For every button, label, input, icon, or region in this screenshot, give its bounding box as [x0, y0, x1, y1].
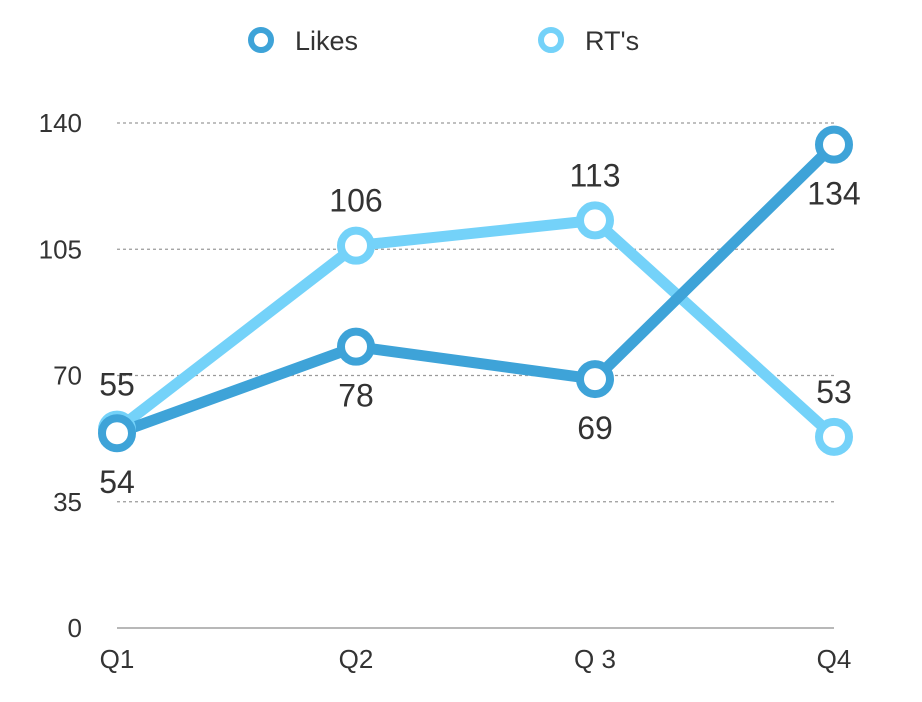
x-tick-label: Q2: [339, 644, 374, 674]
x-tick-label: Q1: [100, 644, 135, 674]
data-label-likes: 69: [577, 410, 613, 446]
data-label-rts: 53: [816, 374, 852, 410]
data-point-rts: [337, 226, 375, 265]
grid: [117, 122, 834, 503]
y-tick-label: 105: [39, 234, 82, 264]
data-point-rts: [815, 417, 853, 456]
data-label-likes: 134: [807, 176, 860, 212]
data-point-likes: [337, 327, 375, 366]
data-point-likes: [98, 414, 136, 453]
legend-label-likes: Likes: [295, 26, 358, 56]
legend-marker-likes: [248, 27, 274, 53]
data-point-rts: [576, 201, 614, 240]
legend: Likes RT's: [248, 26, 639, 56]
legend-marker-rts: [538, 27, 564, 53]
data-label-likes: 78: [338, 378, 374, 414]
y-tick-label: 70: [53, 361, 82, 391]
axes: 0 35 70 105 140 Q1 Q2 Q 3 Q4: [39, 108, 852, 674]
y-tick-label: 0: [68, 613, 82, 643]
data-label-rts: 113: [569, 157, 620, 193]
y-tick-label: 35: [53, 487, 82, 517]
series-line-rts: [111, 214, 840, 443]
data-labels: 54 78 69 134 55 106 113 53: [99, 157, 860, 500]
x-tick-label: Q4: [817, 644, 852, 674]
y-tick-label: 140: [39, 108, 82, 138]
data-label-likes: 54: [99, 464, 135, 500]
series-line-likes: [111, 139, 840, 439]
data-label-rts: 106: [329, 183, 382, 219]
legend-label-rts: RT's: [585, 26, 639, 56]
data-point-likes: [815, 125, 853, 164]
data-point-likes: [576, 360, 614, 399]
x-tick-label: Q 3: [574, 644, 616, 674]
series: [98, 125, 853, 456]
data-label-rts: 55: [99, 367, 135, 403]
